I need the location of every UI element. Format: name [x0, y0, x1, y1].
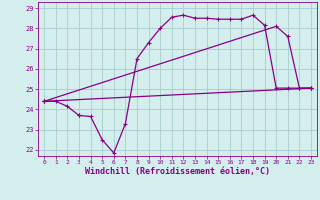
X-axis label: Windchill (Refroidissement éolien,°C): Windchill (Refroidissement éolien,°C): [85, 167, 270, 176]
